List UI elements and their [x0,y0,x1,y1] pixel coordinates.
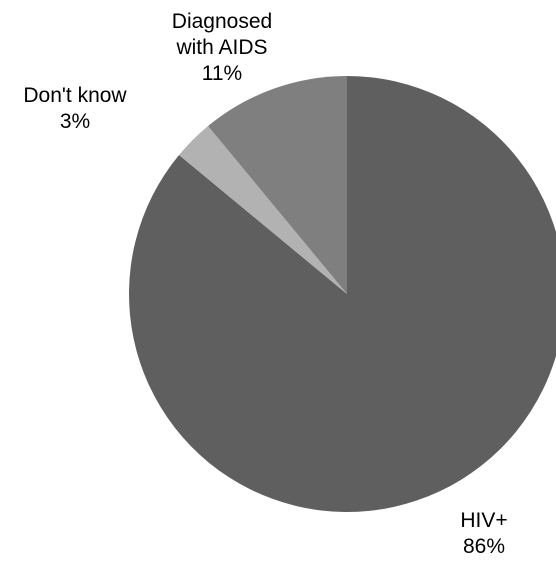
pie-slices [129,76,556,512]
pie-label-name: Diagnosed [172,10,272,33]
pie-label-value: 3% [60,110,90,133]
pie-label-don-t-know: Don't know 3% [23,84,127,133]
pie-label-value: 86% [463,535,505,558]
pie-labels: HIV+ 86% Don't know 3% Diagnosed with AIDS 11% [23,10,507,558]
pie-label-name: HIV+ [460,509,507,532]
pie-slice-diagnosed-with-aids [208,76,347,294]
pie-label-name: Don't know [23,84,127,107]
pie-label-diagnosed-with-aids: Diagnosed with AIDS 11% [172,10,272,85]
pie-label-name: with AIDS [175,36,267,59]
pie-slice-don-t-know [179,126,347,294]
pie-slice-hiv [129,76,556,512]
pie-label-value: 11% [202,62,242,85]
pie-label-hiv: HIV+ 86% [460,509,507,558]
